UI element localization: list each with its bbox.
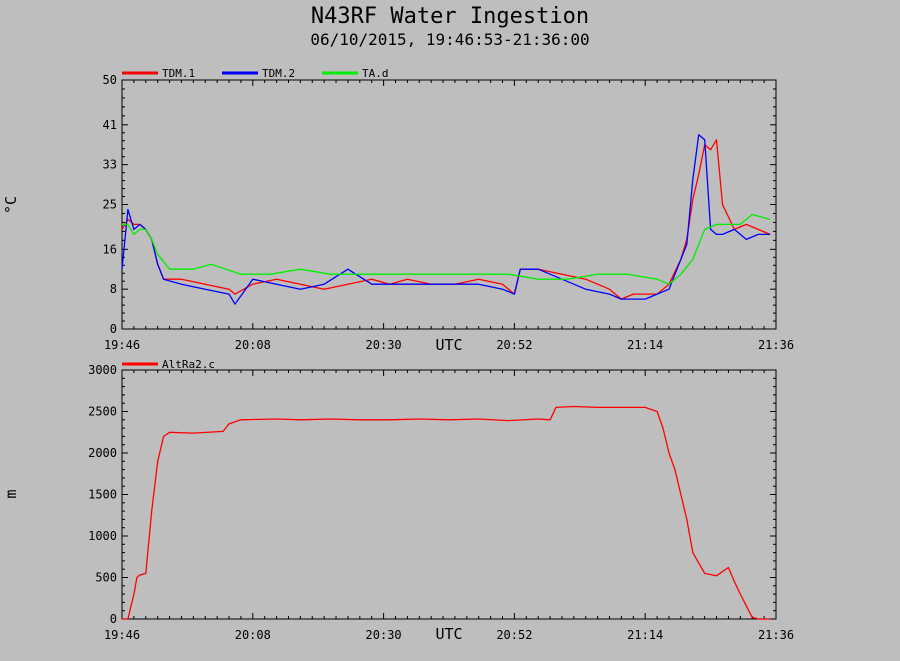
x-tick-label: 19:46 <box>104 628 140 642</box>
x-tick-label: 20:30 <box>366 338 402 352</box>
y-tick-label: 50 <box>103 73 117 87</box>
y-tick-label: 0 <box>110 322 117 336</box>
plot-frame <box>121 369 777 620</box>
x-tick-label: 21:14 <box>627 338 663 352</box>
y-tick-label: 1000 <box>88 529 117 543</box>
legend-label: TDM.2 <box>262 67 295 80</box>
x-axis-label: UTC <box>435 625 462 643</box>
y-tick-label: 41 <box>103 118 117 132</box>
y-tick-label: 2000 <box>88 446 117 460</box>
x-tick-label: 21:14 <box>627 628 663 642</box>
series-line-TA.d <box>122 213 771 285</box>
x-tick-label: 20:30 <box>366 628 402 642</box>
x-tick-label: 20:08 <box>235 628 271 642</box>
y-tick-label: 500 <box>95 571 117 585</box>
x-tick-label: 20:52 <box>496 338 532 352</box>
legend-label: AltRa2.c <box>162 358 215 371</box>
x-axis-label: UTC <box>435 336 462 354</box>
legend-label: TA.d <box>362 67 389 80</box>
y-tick-label: 0 <box>110 612 117 626</box>
x-tick-label: 21:36 <box>758 338 794 352</box>
x-tick-label: 19:46 <box>104 338 140 352</box>
chart-subtitle: 06/10/2015, 19:46:53-21:36:00 <box>310 30 590 49</box>
y-tick-label: 25 <box>103 198 117 212</box>
y-tick-label: 33 <box>103 158 117 172</box>
x-tick-label: 20:08 <box>235 338 271 352</box>
y-tick-label: 2500 <box>88 405 117 419</box>
y-tick-label: 8 <box>110 282 117 296</box>
y-axis-label: °C <box>2 196 20 214</box>
y-axis-label: m <box>2 489 20 498</box>
y-tick-label: 3000 <box>88 363 117 377</box>
x-tick-label: 21:36 <box>758 628 794 642</box>
chart-title: N43RF Water Ingestion <box>310 4 590 29</box>
legend-label: TDM.1 <box>162 67 195 80</box>
y-tick-label: 1500 <box>88 488 117 502</box>
x-tick-label: 20:52 <box>496 628 532 642</box>
series-line-TDM.1 <box>121 139 771 300</box>
y-tick-label: 16 <box>103 242 117 256</box>
series-line-AltRa2.c <box>122 405 771 620</box>
series-line-TDM.2 <box>121 134 771 305</box>
